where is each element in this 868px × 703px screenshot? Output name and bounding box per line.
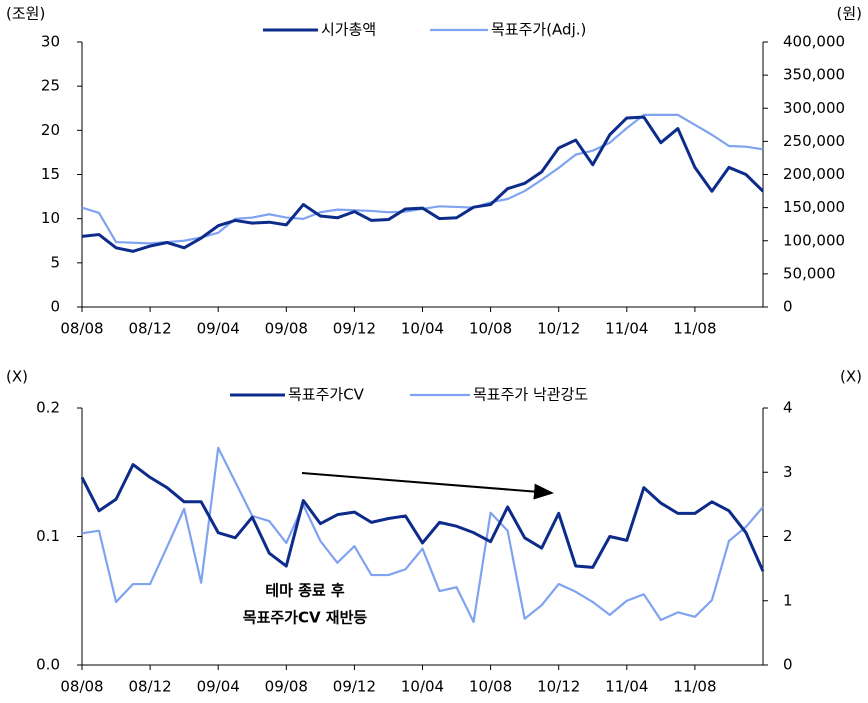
y2-tick-label: 0 xyxy=(783,656,793,674)
y2-tick-label: 1 xyxy=(783,591,793,609)
series-line xyxy=(80,463,765,572)
legend-label: 목표주가(Adj.) xyxy=(491,21,586,39)
y2-tick-label: 300,000 xyxy=(783,99,845,117)
y2-tick-label: 2 xyxy=(783,527,793,545)
x-tick-label: 09/04 xyxy=(197,320,240,338)
series-line xyxy=(81,446,764,624)
x-tick-label: 08/08 xyxy=(60,320,103,338)
x-tick-label: 11/04 xyxy=(605,320,648,338)
legend-label: 시가총액 xyxy=(321,21,376,39)
series-line xyxy=(81,113,764,245)
y2-axis-unit: (X) xyxy=(840,368,862,386)
y-tick-label: 0.2 xyxy=(36,399,60,417)
x-tick-label: 08/12 xyxy=(128,320,171,338)
y-tick-label: 10 xyxy=(41,209,60,227)
x-tick-label: 11/04 xyxy=(605,678,648,696)
x-tick-label: 10/04 xyxy=(401,320,444,338)
annotation-arrow xyxy=(301,472,554,500)
x-tick-label: 09/08 xyxy=(265,678,308,696)
x-tick-label: 11/08 xyxy=(673,320,716,338)
x-tick-label: 10/08 xyxy=(469,678,512,696)
y2-tick-label: 200,000 xyxy=(783,165,845,183)
y2-tick-label: 150,000 xyxy=(783,198,845,216)
x-tick-label: 10/12 xyxy=(537,678,580,696)
annotation: 목표주가CV 재반등 xyxy=(243,609,368,627)
y2-tick-label: 0 xyxy=(783,298,793,316)
y-tick-label: 15 xyxy=(41,165,60,183)
y-tick-label: 25 xyxy=(41,77,60,95)
y-tick-label: 0.1 xyxy=(36,527,60,545)
y-tick-label: 5 xyxy=(50,253,60,271)
x-tick-label: 09/04 xyxy=(197,678,240,696)
x-tick-label: 09/12 xyxy=(333,678,376,696)
y-axis-unit: (조원) xyxy=(6,5,45,23)
y-tick-label: 30 xyxy=(41,33,60,51)
y2-tick-label: 50,000 xyxy=(783,264,836,282)
x-tick-label: 10/12 xyxy=(537,320,580,338)
y-tick-label: 0.0 xyxy=(36,656,60,674)
x-tick-label: 10/04 xyxy=(401,678,444,696)
x-tick-label: 08/08 xyxy=(60,678,103,696)
annotation: 테마 종료 후 xyxy=(265,582,345,600)
y2-tick-label: 3 xyxy=(783,463,793,481)
legend-label: 목표주가CV xyxy=(288,386,365,404)
x-tick-label: 08/12 xyxy=(128,678,171,696)
y2-tick-label: 250,000 xyxy=(783,132,845,150)
y2-tick-label: 4 xyxy=(783,399,793,417)
x-tick-label: 11/08 xyxy=(673,678,716,696)
x-tick-label: 09/08 xyxy=(265,320,308,338)
y-tick-label: 0 xyxy=(50,298,60,316)
y2-tick-label: 400,000 xyxy=(783,33,845,51)
y2-tick-label: 350,000 xyxy=(783,66,845,84)
x-tick-label: 09/12 xyxy=(333,320,376,338)
legend-label: 목표주가 낙관강도 xyxy=(473,386,588,404)
y2-tick-label: 100,000 xyxy=(783,231,845,249)
y-tick-label: 20 xyxy=(41,121,60,139)
x-tick-label: 10/08 xyxy=(469,320,512,338)
y2-axis-unit: (원) xyxy=(836,5,862,23)
series-line xyxy=(81,115,765,253)
y-axis-unit: (X) xyxy=(6,368,28,386)
